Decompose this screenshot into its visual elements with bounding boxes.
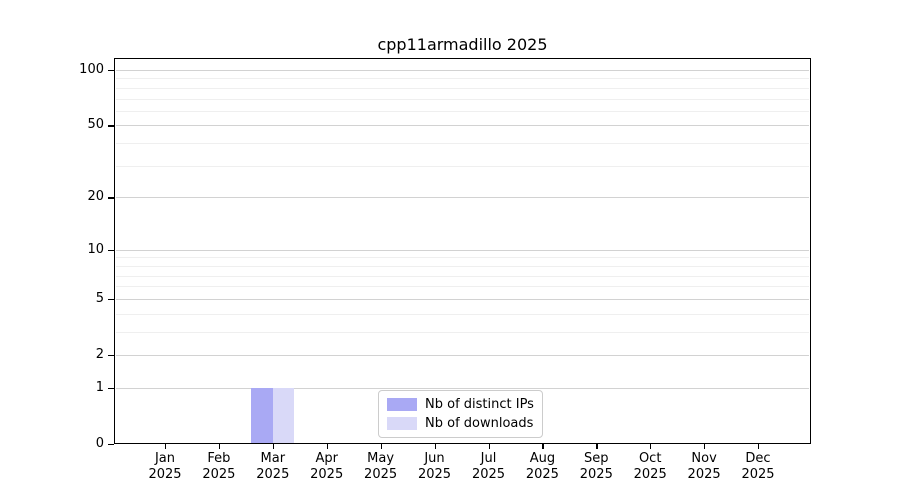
x-tick-label: Dec 2025 (718, 451, 798, 483)
x-tick-label: Feb 2025 (179, 451, 259, 483)
x-tick-label-line: 2025 (579, 467, 613, 482)
x-tick-label-line: Jun (424, 451, 445, 466)
x-tick (758, 444, 760, 449)
minor-gridline (116, 286, 809, 288)
x-tick-label-line: 2025 (633, 467, 667, 482)
x-tick (704, 444, 706, 449)
x-tick-label-line: 2025 (364, 467, 398, 482)
y-tick (108, 249, 114, 251)
minor-gridline (116, 78, 809, 80)
legend-label: Nb of distinct IPs (425, 397, 534, 412)
major-gridline (116, 387, 809, 389)
y-tick-label: 20 (87, 189, 104, 205)
y-tick-label: 10 (87, 241, 104, 257)
minor-gridline (116, 275, 809, 277)
y-tick (108, 125, 114, 127)
x-tick-label-line: 2025 (148, 467, 182, 482)
y-tick-label: 50 (87, 117, 104, 133)
x-tick-label-line: 2025 (202, 467, 236, 482)
x-tick-label-line: 2025 (417, 467, 452, 482)
minor-gridline (116, 165, 809, 167)
major-gridline (116, 249, 809, 251)
major-gridline (116, 70, 809, 71)
y-tick (108, 387, 114, 390)
x-tick-label: Nov 2025 (664, 451, 744, 483)
x-tick (488, 444, 490, 449)
x-tick (218, 444, 221, 449)
x-tick-label-line: 2025 (310, 467, 344, 482)
bar-downloads (272, 387, 295, 443)
minor-gridline (116, 98, 809, 100)
x-tick-label: Mar 2025 (233, 451, 313, 483)
x-tick-label-line: Mar (260, 451, 286, 466)
x-tick-label: Jan 2025 (125, 451, 205, 483)
x-tick-label: May 2025 (341, 451, 421, 483)
legend-swatch (387, 417, 417, 430)
x-tick-label-line: Jul (480, 451, 497, 466)
x-tick (380, 444, 382, 449)
major-gridline (116, 298, 809, 300)
x-tick-label-line: Feb (207, 451, 231, 466)
x-tick-label-line: Sep (584, 451, 609, 466)
x-tick-label-line: Dec (745, 451, 771, 466)
chart-title: cpp11armadillo 2025 (377, 35, 548, 54)
major-gridline (116, 355, 809, 356)
y-tick (108, 355, 114, 357)
y-tick-label: 5 (95, 290, 104, 306)
minor-gridline (116, 143, 809, 145)
x-tick (596, 444, 598, 449)
legend-label: Nb of downloads (425, 416, 534, 431)
x-tick (434, 444, 436, 449)
minor-gridline (116, 331, 809, 333)
x-tick-label-line: 2025 (687, 467, 721, 482)
major-gridline (116, 125, 809, 127)
x-tick-label-line: Apr (315, 451, 338, 466)
x-tick-label-line: Oct (638, 451, 662, 466)
minor-gridline (116, 265, 809, 267)
y-tick (108, 197, 114, 199)
y-tick-label: 2 (95, 347, 104, 362)
x-tick-label-line: 2025 (471, 467, 506, 482)
minor-gridline (116, 87, 809, 89)
y-tick-label: 1 (95, 379, 104, 395)
x-tick-label-line: May (367, 451, 395, 466)
x-tick-label-line: Nov (691, 451, 717, 466)
x-tick-label-line: 2025 (741, 467, 775, 482)
x-tick-label: Sep 2025 (556, 451, 636, 483)
y-tick-label: 0 (95, 436, 104, 451)
x-tick-label: Jun 2025 (395, 451, 475, 483)
x-tick (650, 444, 652, 449)
minor-gridline (116, 110, 809, 112)
x-tick-label-line: 2025 (525, 467, 559, 482)
legend: Nb of distinct IPs Nb of downloads (378, 390, 543, 438)
legend-item: Nb of downloads (387, 416, 534, 431)
y-tick (108, 298, 114, 301)
major-gridline (116, 197, 809, 199)
x-tick-label: Apr 2025 (287, 451, 367, 483)
x-tick-label-line: Jan (154, 451, 176, 466)
x-tick (165, 444, 167, 449)
legend-item: Nb of distinct IPs (387, 397, 534, 412)
y-tick-label: 100 (79, 62, 104, 77)
y-tick (108, 444, 114, 446)
bar-distinct-ips (251, 387, 273, 443)
axes-frame (114, 58, 811, 444)
x-tick (542, 444, 544, 449)
x-tick (326, 444, 328, 449)
x-tick-label: Aug 2025 (502, 451, 582, 483)
x-tick-label-line: 2025 (256, 467, 290, 482)
x-tick-label: Oct 2025 (610, 451, 690, 483)
minor-gridline (116, 257, 809, 259)
x-tick (272, 444, 275, 449)
x-tick-label: Jul 2025 (449, 451, 529, 483)
minor-gridline (116, 313, 809, 315)
y-tick (108, 70, 114, 72)
x-tick-label-line: Aug (529, 451, 556, 466)
legend-swatch (387, 398, 417, 411)
